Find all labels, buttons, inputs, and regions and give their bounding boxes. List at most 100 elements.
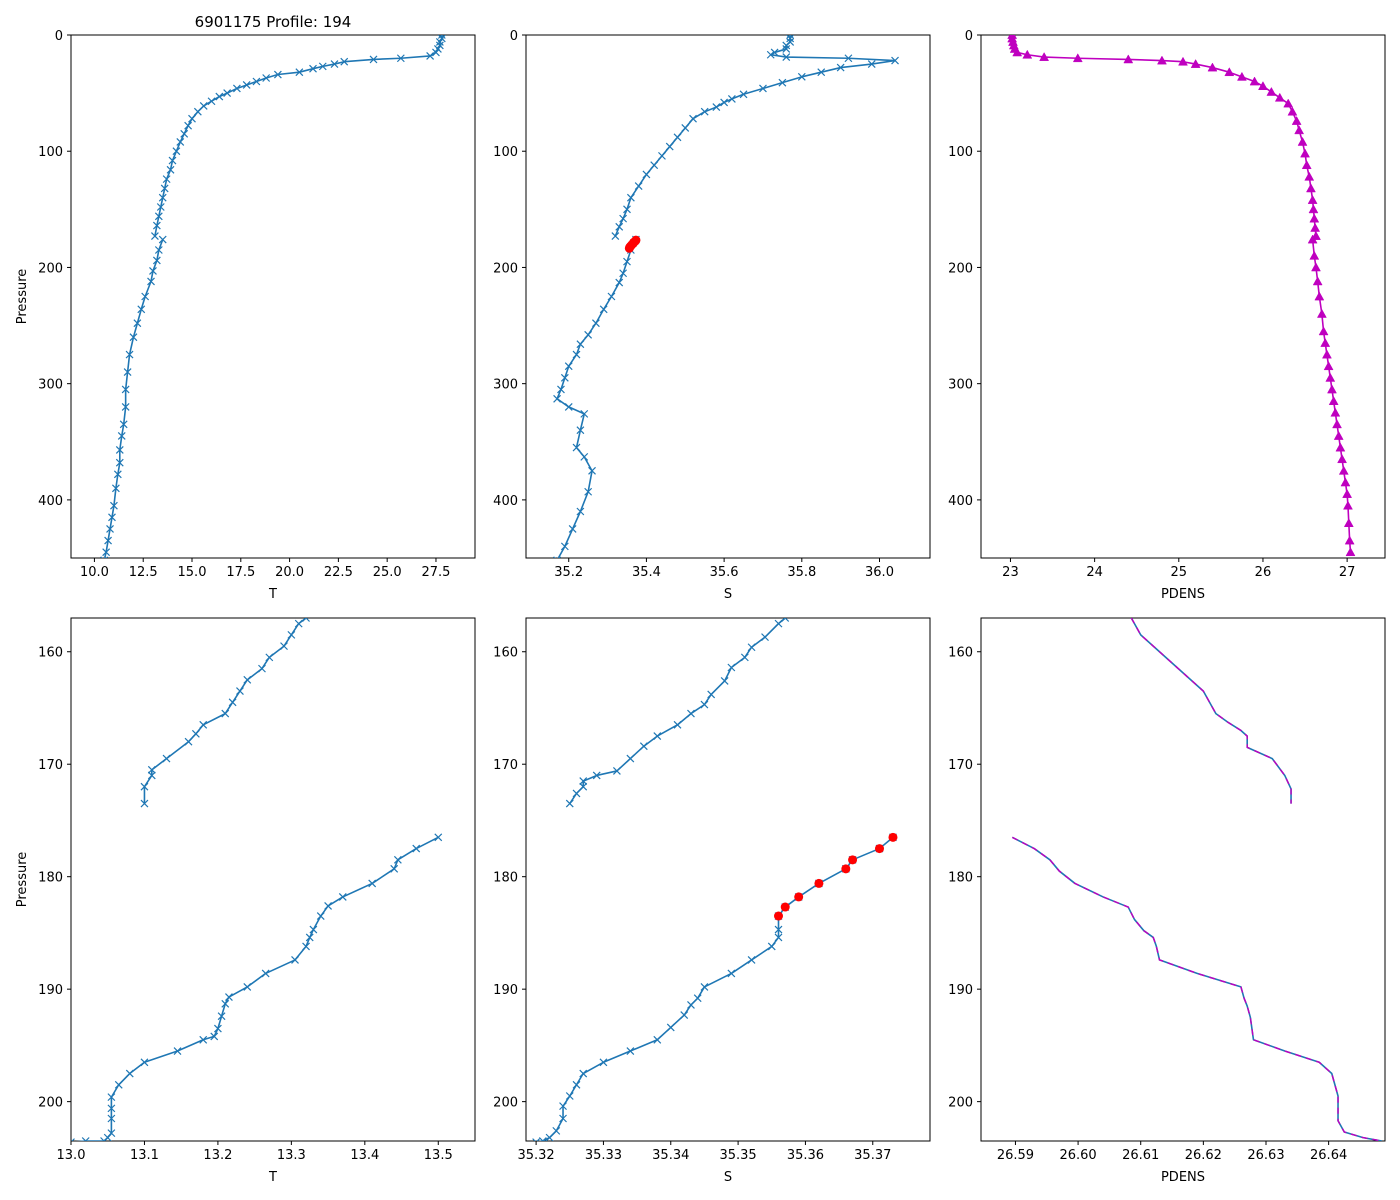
triangle-marker — [1340, 477, 1351, 487]
x-marker — [140, 1058, 149, 1067]
x-marker — [572, 350, 581, 359]
x-marker — [168, 156, 177, 165]
axes-frame — [980, 617, 1386, 1142]
y-tick-label: 170 — [948, 758, 973, 773]
x-marker — [121, 385, 130, 394]
x-marker — [572, 443, 581, 452]
x-marker — [553, 394, 562, 403]
x-marker — [162, 754, 171, 763]
x-marker — [152, 256, 161, 265]
plot-area — [553, 35, 899, 558]
x-tick-label: 35.6 — [710, 565, 739, 580]
series-line — [1011, 35, 1317, 237]
x-tick-label: 23 — [1002, 565, 1019, 580]
x-marker — [761, 633, 769, 642]
subplot-bottom-left: 13.0 13.1 13.2 13.3 13.4 13.5 160 170 180 190 200 T… — [15, 617, 476, 1185]
x-marker — [71, 1138, 75, 1141]
triangle-marker — [1274, 92, 1285, 102]
triangle-marker — [1283, 98, 1294, 108]
x-tick-label: 27 — [1339, 565, 1356, 580]
x-marker — [213, 1024, 222, 1033]
x-tick-label: 35.4 — [632, 565, 661, 580]
x-tick-label: 13.5 — [424, 1148, 453, 1163]
y-tick-label: 160 — [493, 646, 518, 661]
x-marker — [121, 402, 130, 411]
x-marker — [158, 193, 167, 202]
x-marker — [302, 618, 310, 622]
x-marker — [141, 292, 150, 301]
axes-frame — [980, 34, 1386, 559]
x-marker — [232, 84, 241, 93]
x-marker — [154, 212, 163, 221]
y-tick-label: 100 — [493, 145, 518, 160]
x-marker — [412, 844, 421, 853]
x-marker — [639, 742, 648, 751]
triangle-marker — [1308, 204, 1319, 214]
x-marker — [193, 107, 202, 116]
x-marker — [612, 767, 621, 775]
x-marker — [221, 999, 230, 1008]
triangle-marker — [1266, 86, 1277, 96]
y-tick-label: 100 — [38, 145, 63, 160]
flagged-point — [780, 902, 790, 912]
x-marker — [626, 193, 635, 202]
triangle-marker — [1330, 407, 1341, 417]
x-marker — [673, 133, 682, 142]
triangle-marker — [1287, 106, 1298, 116]
x-marker — [110, 501, 118, 510]
x-marker — [242, 81, 251, 89]
x-marker — [291, 955, 299, 964]
x-marker — [653, 1035, 662, 1044]
x-marker — [579, 1069, 588, 1078]
x-marker — [867, 60, 876, 68]
x-marker — [584, 330, 593, 339]
triangle-marker — [1309, 250, 1320, 260]
x-marker — [309, 64, 317, 73]
pdens-dashed-overlay — [1130, 618, 1292, 804]
x-tick-label: 13.1 — [130, 1148, 159, 1163]
triangle-marker — [1337, 454, 1347, 464]
triangle-marker — [1314, 291, 1325, 301]
triangle-marker — [1300, 148, 1310, 158]
x-marker — [302, 942, 310, 951]
x-tick-label: 35.36 — [787, 1148, 824, 1163]
y-tick-label: 400 — [38, 494, 63, 509]
plot-area — [1011, 618, 1383, 1141]
x-marker — [564, 402, 573, 411]
x-marker — [316, 912, 325, 920]
x-marker — [720, 98, 729, 107]
x-marker — [634, 182, 643, 191]
triangle-marker — [1345, 547, 1356, 557]
y-axis-label: Pressure — [15, 269, 30, 325]
y-tick-label: 170 — [493, 758, 518, 773]
x-marker — [305, 933, 314, 942]
triangle-marker — [1327, 384, 1337, 394]
plot-area — [1007, 35, 1356, 557]
x-marker — [217, 1012, 226, 1021]
x-marker — [747, 955, 756, 964]
x-marker — [739, 90, 748, 99]
flagged-point — [774, 911, 783, 921]
triangle-marker — [1309, 213, 1320, 223]
x-marker — [111, 484, 120, 493]
x-marker — [576, 507, 585, 516]
x-marker — [592, 771, 601, 780]
x-marker — [154, 246, 163, 254]
x-marker — [545, 1133, 554, 1141]
x-marker — [579, 777, 588, 786]
x-marker — [740, 653, 749, 662]
triangle-marker — [1301, 160, 1312, 170]
x-tick-label: 35.32 — [517, 1148, 554, 1163]
y-tick-label: 0 — [55, 29, 63, 44]
x-tick-label: 25.0 — [373, 565, 402, 580]
x-marker — [560, 373, 569, 382]
triangle-marker — [1207, 62, 1218, 72]
x-marker — [653, 732, 662, 741]
x-marker — [225, 993, 233, 1001]
x-tick-label: 35.34 — [652, 1148, 689, 1163]
x-marker — [727, 969, 736, 978]
triangle-marker — [1316, 308, 1327, 318]
triangle-marker — [1157, 55, 1167, 65]
x-marker — [156, 203, 165, 211]
